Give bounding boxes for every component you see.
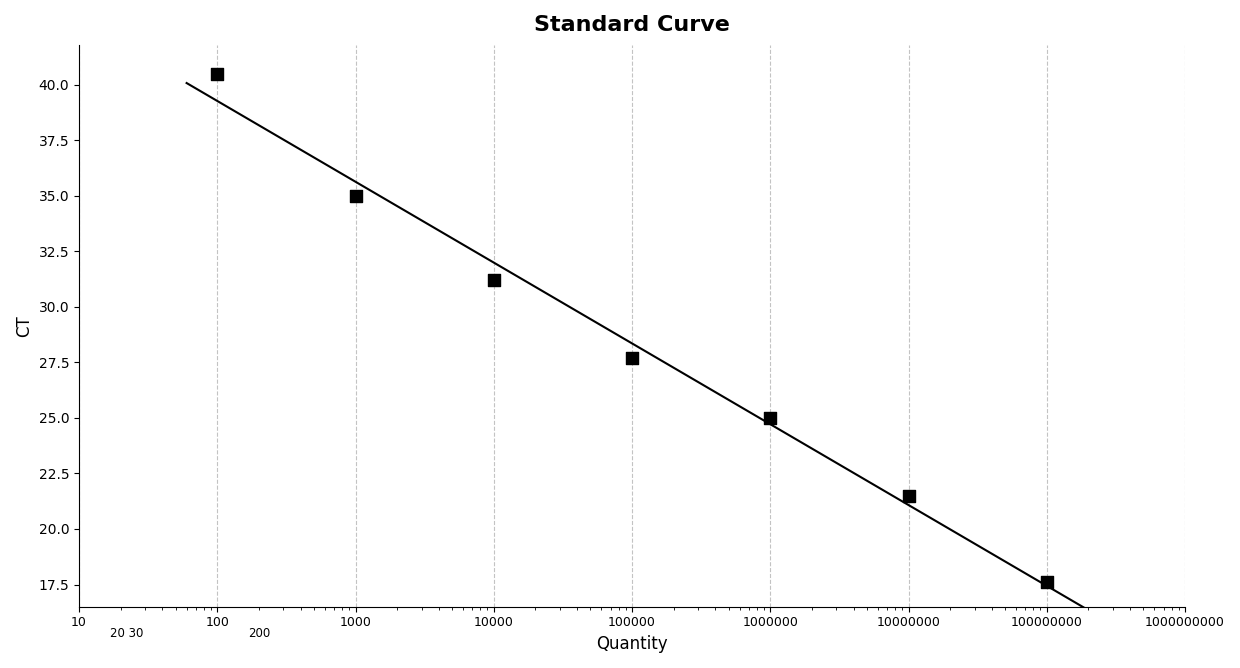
Point [1037, 577, 1056, 588]
Title: Standard Curve: Standard Curve [534, 15, 730, 35]
X-axis label: Quantity: Quantity [596, 635, 668, 653]
Point [207, 68, 227, 79]
Point [622, 353, 642, 363]
Text: 200: 200 [248, 627, 270, 640]
Point [484, 275, 503, 286]
Point [760, 413, 780, 424]
Y-axis label: CT: CT [15, 315, 33, 337]
Point [346, 190, 366, 201]
Text: 20 30: 20 30 [109, 627, 143, 640]
Point [899, 490, 919, 501]
